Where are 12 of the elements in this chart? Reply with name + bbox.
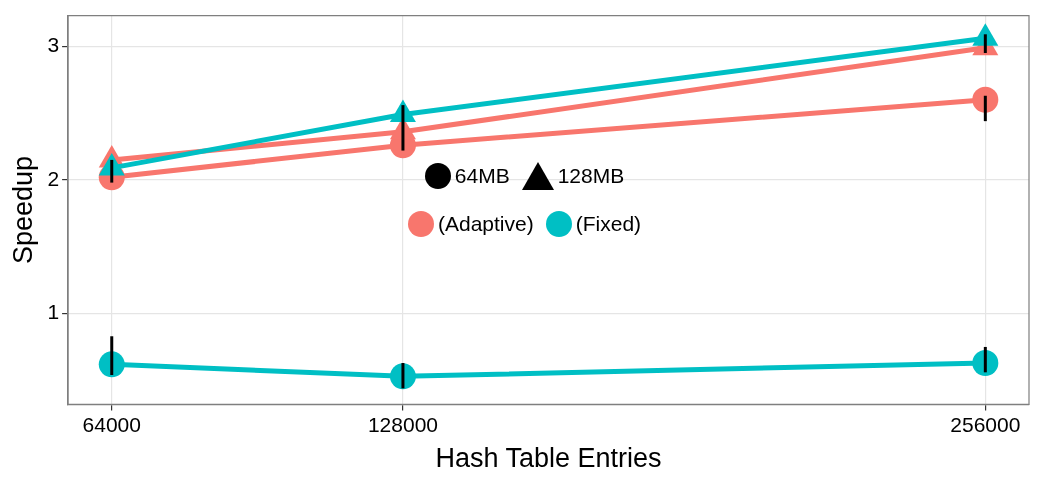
y-tick-label: 2 <box>47 166 60 190</box>
y-axis-title: Speedup <box>7 155 38 265</box>
x-axis-title: Hash Table Entries <box>435 443 662 474</box>
legend-label: (Fixed) <box>575 212 642 236</box>
y-tick-label: 1 <box>47 300 60 324</box>
x-tick-label: 128000 <box>367 412 438 436</box>
annotation: 64MB <box>454 164 510 188</box>
annotation: 128MB <box>557 164 625 188</box>
legend-label: (Adaptive) <box>438 212 534 236</box>
y-tick-label: 3 <box>47 33 60 57</box>
x-tick-label: 256000 <box>950 412 1021 436</box>
x-tick-label: 64000 <box>82 412 141 436</box>
